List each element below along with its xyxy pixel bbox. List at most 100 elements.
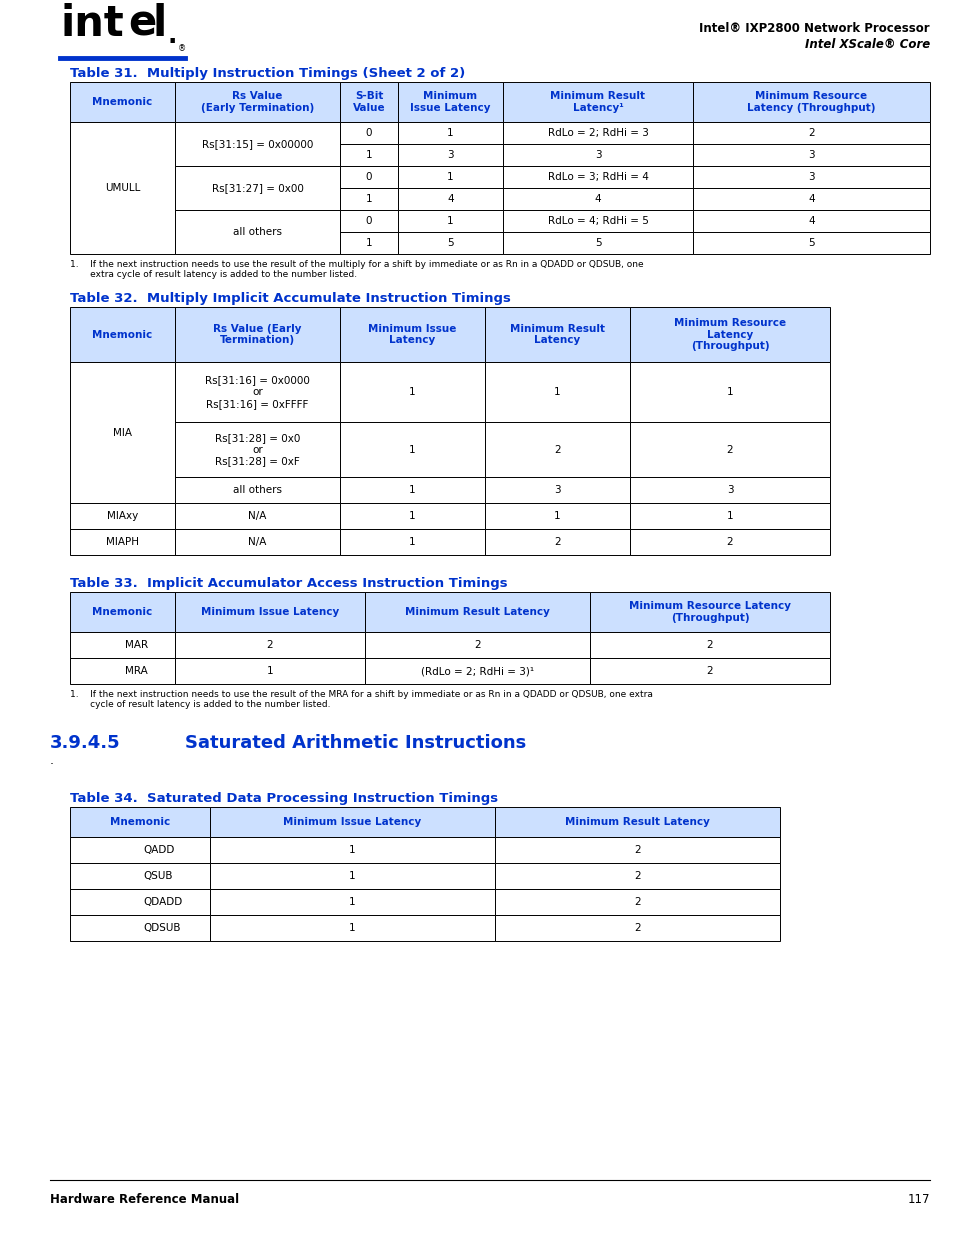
Bar — [70, 82, 174, 122]
Text: .: . — [167, 23, 176, 48]
Text: Mnemonic: Mnemonic — [92, 98, 152, 107]
Bar — [502, 144, 692, 165]
Text: 0: 0 — [365, 128, 372, 138]
Text: 5: 5 — [807, 238, 814, 248]
Text: 2: 2 — [267, 640, 273, 650]
Bar — [70, 122, 174, 254]
Bar — [339, 503, 484, 529]
Bar — [339, 165, 397, 188]
Text: Table 34.  Saturated Data Processing Instruction Timings: Table 34. Saturated Data Processing Inst… — [70, 792, 497, 805]
Text: 1: 1 — [349, 923, 355, 932]
Text: Minimum Resource
Latency (Throughput): Minimum Resource Latency (Throughput) — [746, 91, 875, 112]
Text: QADD: QADD — [143, 845, 174, 855]
Bar — [339, 188, 397, 210]
Text: RdLo = 4; RdHi = 5: RdLo = 4; RdHi = 5 — [547, 216, 648, 226]
Bar — [70, 308, 174, 362]
Text: 1: 1 — [365, 194, 372, 204]
Bar — [692, 165, 929, 188]
Text: RdLo = 2; RdHi = 3: RdLo = 2; RdHi = 3 — [547, 128, 648, 138]
Text: Minimum Issue Latency: Minimum Issue Latency — [283, 818, 421, 827]
Bar — [629, 477, 829, 503]
Bar — [484, 477, 629, 503]
Text: (RdLo = 2; RdHi = 3)¹: (RdLo = 2; RdHi = 3)¹ — [420, 666, 534, 676]
Text: 1: 1 — [554, 387, 560, 396]
Bar — [484, 422, 629, 477]
Text: Minimum Issue
Latency: Minimum Issue Latency — [368, 324, 456, 346]
Bar — [174, 422, 339, 477]
Text: Minimum
Issue Latency: Minimum Issue Latency — [410, 91, 490, 112]
Bar — [502, 210, 692, 232]
Bar — [365, 632, 589, 658]
Text: QDSUB: QDSUB — [143, 923, 180, 932]
Bar — [210, 837, 495, 863]
Bar — [70, 503, 174, 529]
Text: Mnemonic: Mnemonic — [92, 606, 152, 618]
Bar — [692, 188, 929, 210]
Text: 3: 3 — [594, 149, 600, 161]
Bar — [210, 863, 495, 889]
Text: Hardware Reference Manual: Hardware Reference Manual — [50, 1193, 239, 1207]
Text: N/A: N/A — [248, 537, 267, 547]
Text: Intel XScale® Core: Intel XScale® Core — [804, 38, 929, 51]
Text: 2: 2 — [726, 537, 733, 547]
Bar — [70, 658, 174, 684]
Text: Minimum Result Latency: Minimum Result Latency — [405, 606, 549, 618]
Bar — [339, 82, 397, 122]
Text: 1: 1 — [349, 871, 355, 881]
Bar — [174, 503, 339, 529]
Bar — [70, 863, 210, 889]
Text: 5: 5 — [447, 238, 454, 248]
Bar — [397, 144, 502, 165]
Text: S-Bit
Value: S-Bit Value — [353, 91, 385, 112]
Bar — [495, 837, 780, 863]
Bar — [339, 232, 397, 254]
Text: 2: 2 — [554, 537, 560, 547]
Text: int: int — [60, 2, 124, 44]
Text: Minimum Result
Latency¹: Minimum Result Latency¹ — [550, 91, 645, 112]
Text: QSUB: QSUB — [143, 871, 172, 881]
Bar — [70, 806, 210, 837]
Text: 4: 4 — [594, 194, 600, 204]
Bar — [589, 592, 829, 632]
Text: MIAPH: MIAPH — [106, 537, 139, 547]
Text: all others: all others — [233, 227, 282, 237]
Bar — [210, 915, 495, 941]
Text: 1: 1 — [726, 387, 733, 396]
Bar — [397, 122, 502, 144]
Text: 4: 4 — [807, 194, 814, 204]
Text: Rs Value (Early
Termination): Rs Value (Early Termination) — [213, 324, 301, 346]
Text: 0: 0 — [365, 172, 372, 182]
Bar — [484, 308, 629, 362]
Bar — [692, 122, 929, 144]
Text: Rs[31:16] = 0x0000
or
Rs[31:16] = 0xFFFF: Rs[31:16] = 0x0000 or Rs[31:16] = 0xFFFF — [205, 375, 310, 409]
Text: Table 32.  Multiply Implicit Accumulate Instruction Timings: Table 32. Multiply Implicit Accumulate I… — [70, 291, 511, 305]
Text: 1: 1 — [447, 128, 454, 138]
Text: MRA: MRA — [126, 666, 148, 676]
Text: 3: 3 — [554, 485, 560, 495]
Bar — [629, 362, 829, 422]
Bar — [174, 122, 339, 165]
Text: 1: 1 — [267, 666, 273, 676]
Text: Mnemonic: Mnemonic — [92, 330, 152, 340]
Bar — [629, 529, 829, 555]
Bar — [174, 362, 339, 422]
Bar — [629, 308, 829, 362]
Bar — [339, 210, 397, 232]
Text: Rs[31:15] = 0x00000: Rs[31:15] = 0x00000 — [202, 140, 313, 149]
Bar — [365, 658, 589, 684]
Bar — [70, 837, 210, 863]
Bar — [692, 210, 929, 232]
Text: 3.9.4.5: 3.9.4.5 — [50, 734, 120, 752]
Bar — [502, 82, 692, 122]
Bar — [174, 477, 339, 503]
Text: 4: 4 — [447, 194, 454, 204]
Bar — [692, 232, 929, 254]
Bar — [495, 806, 780, 837]
Bar — [174, 210, 339, 254]
Bar — [174, 529, 339, 555]
Text: 1: 1 — [409, 511, 416, 521]
Bar — [502, 165, 692, 188]
Bar — [397, 210, 502, 232]
Bar — [339, 422, 484, 477]
Bar — [339, 144, 397, 165]
